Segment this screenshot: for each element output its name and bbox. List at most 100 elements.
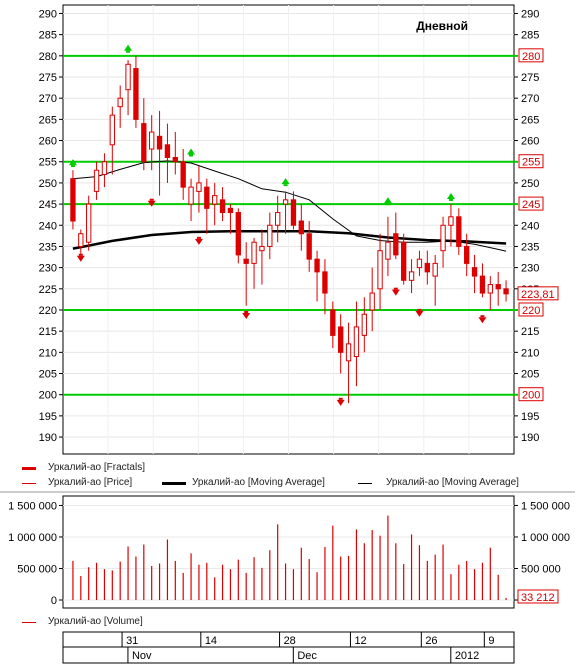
time-day-label: 26 <box>425 635 437 647</box>
fractal-up-marker <box>124 44 133 51</box>
volume-bars <box>72 515 507 600</box>
candle-body <box>440 224 446 252</box>
candle-body <box>432 262 438 277</box>
fractal-up-stem <box>283 184 288 187</box>
price-tick-label-right: 285 <box>521 30 539 42</box>
fractal-down-marker <box>415 310 424 317</box>
volume-tick-label-right: 1 500 000 <box>521 500 570 512</box>
volume-tick-label-left: 500 000 <box>17 563 57 575</box>
fractal-up-stem <box>70 165 75 168</box>
price-tick-label-right: 205 <box>521 369 539 381</box>
candle-body <box>464 245 470 264</box>
candle-body <box>149 131 155 150</box>
fractal-up-marker <box>383 197 392 204</box>
level-tag <box>518 48 544 63</box>
candle-body <box>377 250 383 290</box>
candle-body <box>212 195 218 205</box>
timeframe-label: Дневной <box>416 19 468 33</box>
fractal-down-marker <box>391 289 400 296</box>
candle-body <box>196 182 202 192</box>
fractal-up-marker <box>281 178 290 185</box>
fractal-down-marker <box>336 399 345 406</box>
candle-body <box>164 144 171 158</box>
volume-gridlines <box>59 504 518 601</box>
fractal-down-marker <box>478 317 487 324</box>
candle-body <box>204 186 210 209</box>
level-tag <box>518 302 544 317</box>
fractal-up-marker <box>187 148 196 155</box>
price-tick-label-right: 265 <box>521 114 539 126</box>
candle-body <box>117 97 123 108</box>
candle-body <box>369 292 375 311</box>
candle-body <box>298 220 304 235</box>
candle-body <box>401 241 407 281</box>
last-volume-label: 33 212 <box>521 592 555 604</box>
price-tick-label-left: 205 <box>39 369 57 381</box>
time-day-label: 28 <box>284 635 296 647</box>
candle-body <box>180 161 186 188</box>
candle-body <box>156 135 163 150</box>
volume-panel-frame <box>62 495 515 609</box>
candle-body <box>290 199 297 226</box>
horizontal-levels <box>63 54 518 396</box>
candle-body <box>314 258 320 273</box>
volume-tick-label-left: 0 <box>51 595 57 607</box>
candle-body <box>275 212 281 226</box>
candle-body <box>487 284 493 294</box>
fractal-down-marker <box>147 200 156 207</box>
candle-body <box>267 224 273 247</box>
candle-body <box>385 241 391 260</box>
price-tick-label-right: 230 <box>521 263 539 275</box>
candle-body <box>456 216 462 247</box>
candle-body <box>235 212 241 256</box>
candle-body <box>361 313 367 336</box>
volume-tick-label-right: 500 000 <box>521 563 561 575</box>
fractal-up-stem <box>126 50 131 53</box>
price-tick-label-right: 250 <box>521 178 539 190</box>
time-day-label: 31 <box>126 635 138 647</box>
level-tag <box>518 154 544 169</box>
price-tick-label-right: 195 <box>521 411 539 423</box>
price-tick-label-left: 260 <box>39 136 57 148</box>
price-tick-label-left: 290 <box>39 8 57 20</box>
price-tick-label-left: 265 <box>39 114 57 126</box>
candle-body <box>479 275 486 294</box>
price-tick-label-left: 200 <box>39 390 57 402</box>
fractal-markers <box>68 44 487 406</box>
price-tick-label-left: 250 <box>39 178 57 190</box>
level-label: 220 <box>522 305 540 317</box>
last-price-label: 223,81 <box>521 289 555 301</box>
candle-body <box>188 186 194 205</box>
time-month-label: Dec <box>297 650 317 662</box>
price-tick-label-right: 240 <box>521 220 539 232</box>
price-tick-label-left: 245 <box>39 199 57 211</box>
candle-body <box>101 161 108 175</box>
candle-body <box>424 262 430 273</box>
level-labels: 280 255 245 220 200 <box>518 48 544 402</box>
candle-body <box>471 267 478 277</box>
candle-body <box>393 233 399 256</box>
price-tick-label-left: 210 <box>39 347 57 359</box>
level-label: 200 <box>522 390 540 402</box>
fractal-down-marker <box>76 255 85 262</box>
price-tick-label-left: 230 <box>39 263 57 275</box>
time-day-label: 12 <box>354 635 366 647</box>
candle-body <box>219 199 226 214</box>
candle-body <box>227 207 234 214</box>
time-day-label: 14 <box>205 635 217 647</box>
fractal-down-marker <box>194 238 203 245</box>
candle-body <box>503 288 509 295</box>
fractal-down-stem <box>338 397 343 400</box>
level-label: 280 <box>522 51 540 63</box>
price-tick-label-right: 235 <box>521 241 539 253</box>
price-tick-label-left: 215 <box>39 326 57 338</box>
fractal-down-stem <box>196 236 201 239</box>
price-tick-label-left: 275 <box>39 72 57 84</box>
candle-body <box>338 326 344 353</box>
candle-body <box>345 343 352 362</box>
price-tick-label-right: 270 <box>521 93 539 105</box>
price-tick-label-right: 215 <box>521 326 539 338</box>
fractal-up-stem <box>189 154 194 157</box>
candle-body <box>93 169 100 192</box>
